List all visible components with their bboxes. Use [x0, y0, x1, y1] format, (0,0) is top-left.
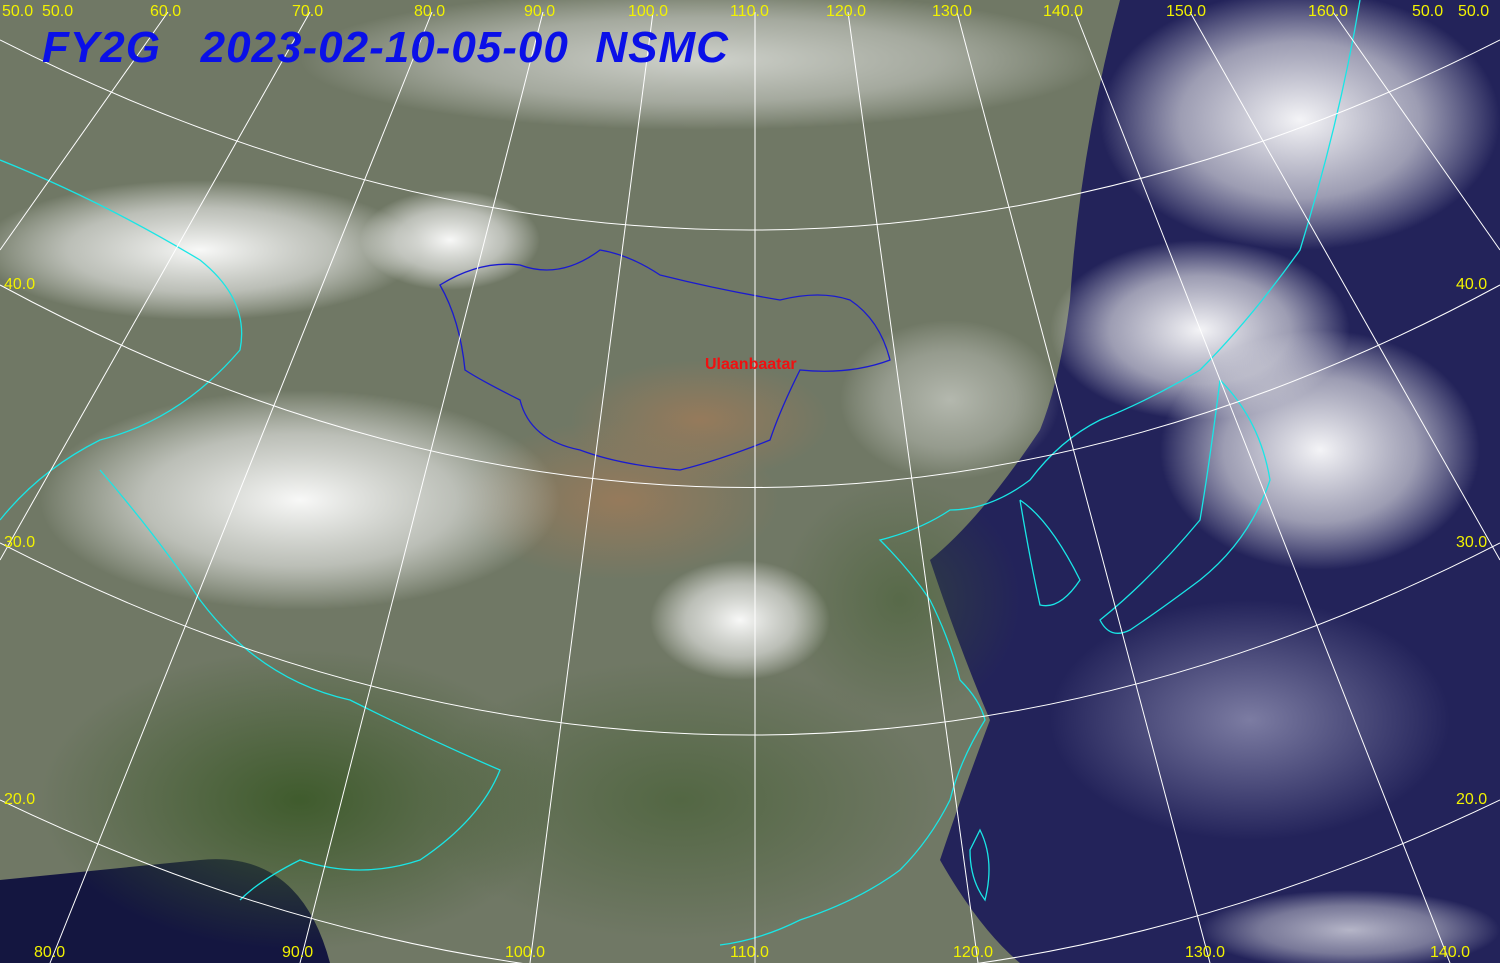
lon-label: 130.0 [932, 3, 973, 20]
lon-label: 140.0 [1430, 944, 1471, 961]
lon-label: 110.0 [730, 3, 769, 20]
lat-label: 40.0 [1456, 276, 1488, 293]
lat-label: 20.0 [1456, 791, 1488, 808]
lon-label: 50.0 [1412, 3, 1444, 20]
lat-label: 50.0 [42, 3, 74, 20]
lon-label: 140.0 [1043, 3, 1084, 20]
lat-label: 30.0 [1456, 534, 1488, 551]
lat-label: 40.0 [4, 276, 36, 293]
lon-label: 120.0 [826, 3, 867, 20]
lon-label: 150.0 [1166, 3, 1207, 20]
lon-label: 130.0 [1185, 944, 1226, 961]
lon-label: 110.0 [730, 944, 769, 961]
lon-label: 160.0 [1308, 3, 1349, 20]
lon-label: 60.0 [150, 3, 182, 20]
mongolia-border [439, 249, 891, 471]
lat-label: 50.0 [1458, 3, 1490, 20]
lat-label: 30.0 [4, 534, 36, 551]
lon-label: 100.0 [628, 3, 669, 20]
lon-label: 100.0 [505, 944, 546, 961]
lon-label: 120.0 [953, 944, 994, 961]
coastlines [0, 0, 1361, 946]
graticule [0, 11, 1500, 963]
lon-label: 70.0 [292, 3, 324, 20]
lon-label: 80.0 [414, 3, 446, 20]
city-label-ulaanbaatar: Ulaanbaatar [705, 356, 797, 373]
lat-label: 20.0 [4, 791, 36, 808]
lon-label: 80.0 [34, 944, 66, 961]
lon-label: 90.0 [282, 944, 314, 961]
lon-label: 50.0 [2, 3, 34, 20]
lon-label: 90.0 [524, 3, 556, 20]
image-title: FY2G 2023-02-10-05-00 NSMC [42, 23, 729, 72]
